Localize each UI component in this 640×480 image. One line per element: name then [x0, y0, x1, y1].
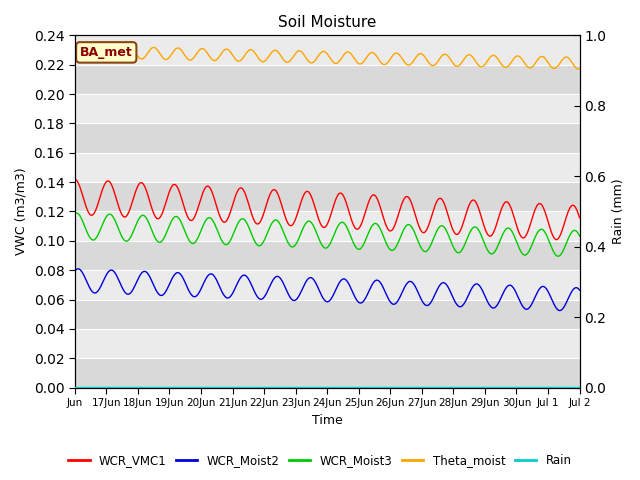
WCR_VMC1 — [364, 201, 372, 207]
Y-axis label: VWC (m3/m3): VWC (m3/m3) — [15, 168, 28, 255]
Theta_moist — [365, 52, 372, 58]
WCR_VMC1 — [576, 215, 584, 221]
WCR_Moist2 — [506, 282, 514, 288]
Bar — [75, 36, 580, 65]
Rain — [102, 384, 109, 390]
WCR_VMC1 — [552, 237, 560, 242]
WCR_Moist3 — [506, 226, 514, 232]
WCR_VMC1 — [102, 180, 109, 185]
Rain — [71, 384, 79, 390]
Bar — [75, 241, 580, 270]
WCR_Moist3 — [393, 242, 401, 248]
WCR_VMC1 — [71, 176, 79, 182]
WCR_Moist3 — [576, 233, 584, 239]
Text: BA_met: BA_met — [80, 46, 132, 59]
WCR_Moist2 — [74, 266, 82, 272]
WCR_VMC1 — [454, 231, 461, 237]
Rain — [506, 384, 513, 390]
Bar — [75, 270, 580, 300]
WCR_Moist3 — [102, 214, 110, 219]
Rain — [378, 384, 385, 390]
WCR_VMC1 — [378, 207, 385, 213]
Y-axis label: Rain (mm): Rain (mm) — [612, 179, 625, 244]
Line: WCR_Moist3: WCR_Moist3 — [75, 213, 580, 256]
Theta_moist — [576, 66, 584, 72]
Bar — [75, 94, 580, 123]
WCR_Moist3 — [71, 211, 79, 216]
Line: Theta_moist: Theta_moist — [75, 46, 580, 69]
Theta_moist — [77, 43, 85, 48]
Bar — [75, 153, 580, 182]
X-axis label: Time: Time — [312, 414, 342, 427]
Rain — [576, 384, 584, 390]
WCR_Moist2 — [378, 282, 386, 288]
Line: WCR_VMC1: WCR_VMC1 — [75, 179, 580, 240]
WCR_Moist2 — [365, 289, 372, 295]
WCR_Moist3 — [378, 229, 386, 235]
Bar — [75, 65, 580, 94]
Bar — [75, 329, 580, 358]
WCR_Moist3 — [365, 230, 372, 236]
WCR_Moist2 — [556, 308, 564, 313]
WCR_Moist2 — [454, 303, 462, 309]
Legend: WCR_VMC1, WCR_Moist2, WCR_Moist3, Theta_moist, Rain: WCR_VMC1, WCR_Moist2, WCR_Moist3, Theta_… — [63, 449, 577, 472]
Line: WCR_Moist2: WCR_Moist2 — [75, 269, 580, 311]
WCR_Moist2 — [71, 268, 79, 274]
Theta_moist — [71, 48, 79, 54]
Theta_moist — [454, 63, 462, 69]
Theta_moist — [506, 61, 514, 67]
WCR_Moist3 — [73, 210, 81, 216]
Bar — [75, 300, 580, 329]
Title: Soil Moisture: Soil Moisture — [278, 15, 376, 30]
Rain — [454, 384, 461, 390]
Bar — [75, 182, 580, 212]
WCR_Moist2 — [576, 287, 584, 293]
WCR_Moist3 — [554, 253, 562, 259]
Theta_moist — [575, 66, 582, 72]
WCR_Moist2 — [102, 272, 110, 277]
WCR_Moist3 — [454, 250, 462, 256]
WCR_VMC1 — [392, 218, 400, 224]
WCR_Moist2 — [393, 299, 401, 305]
Bar — [75, 212, 580, 241]
Bar — [75, 123, 580, 153]
Rain — [364, 384, 372, 390]
Bar — [75, 358, 580, 388]
Rain — [392, 384, 400, 390]
Theta_moist — [102, 44, 110, 49]
WCR_VMC1 — [506, 202, 513, 207]
Theta_moist — [378, 60, 386, 66]
Theta_moist — [393, 50, 401, 56]
